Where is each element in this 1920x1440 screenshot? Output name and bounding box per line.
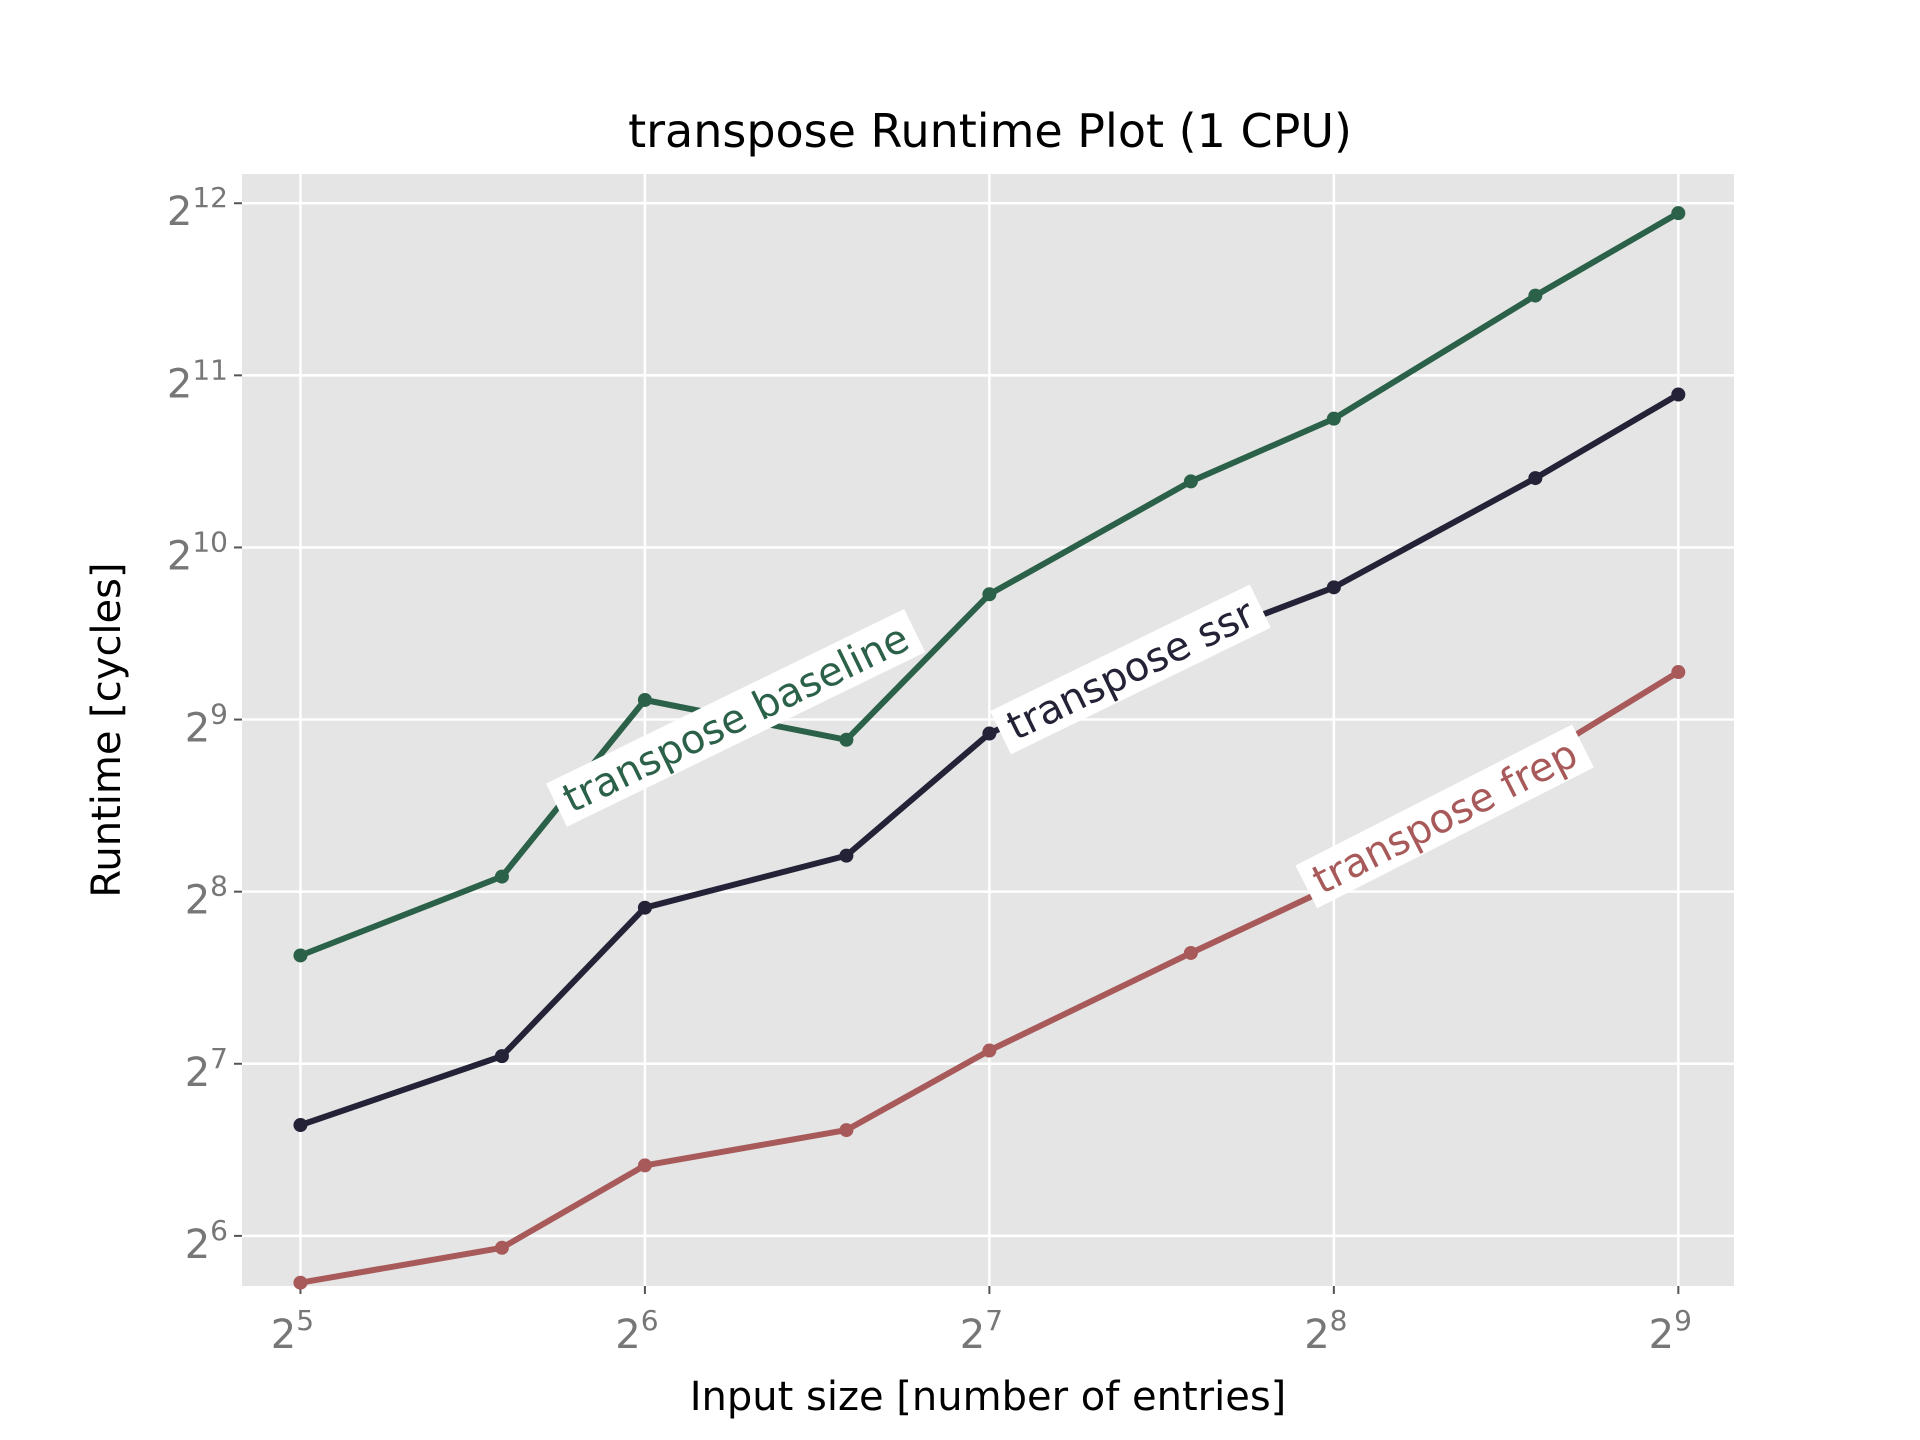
y-tick-label: 29 <box>185 698 228 752</box>
y-tick-label: 211 <box>167 353 228 407</box>
chart-title: transpose Runtime Plot (1 CPU) <box>628 104 1352 158</box>
x-axis-label: Input size [number of entries] <box>690 1374 1287 1420</box>
data-point <box>293 948 308 963</box>
data-point <box>1528 471 1543 486</box>
series-label-background <box>546 609 926 827</box>
data-point <box>1528 288 1543 303</box>
data-point <box>637 692 652 707</box>
data-point <box>494 1240 509 1255</box>
data-point <box>839 1123 854 1138</box>
data-point <box>1326 411 1341 426</box>
data-point <box>1671 387 1686 402</box>
y-axis-label: Runtime [cycles] <box>84 562 130 897</box>
data-point <box>1671 206 1686 221</box>
x-tick-label: 27 <box>960 1304 1003 1358</box>
series-label-background <box>990 584 1271 755</box>
data-point <box>494 869 509 884</box>
x-tick-label: 28 <box>1304 1304 1347 1358</box>
data-point <box>293 1118 308 1133</box>
x-tick-label: 29 <box>1649 1304 1692 1358</box>
data-point <box>982 1043 997 1058</box>
y-tick-label: 212 <box>167 181 228 235</box>
data-point <box>637 900 652 915</box>
data-point <box>1183 474 1198 489</box>
data-point <box>982 587 997 602</box>
data-point <box>293 1275 308 1290</box>
axis-ticks: 25 26 27 28 29 26 27 28 29 210 211 212 <box>167 181 1692 1358</box>
data-point <box>1183 945 1198 960</box>
data-point <box>839 848 854 863</box>
data-point <box>1671 665 1686 680</box>
data-point <box>1326 580 1341 595</box>
data-point <box>494 1049 509 1064</box>
y-tick-label: 26 <box>185 1214 228 1268</box>
y-tick-label: 210 <box>167 525 228 579</box>
data-point <box>839 732 854 747</box>
y-tick-label: 27 <box>185 1042 228 1096</box>
x-tick-label: 26 <box>615 1304 658 1358</box>
data-point <box>982 726 997 741</box>
x-tick-label: 25 <box>271 1304 314 1358</box>
series-label-background <box>1295 724 1594 909</box>
data-point <box>637 1158 652 1173</box>
y-tick-label: 28 <box>185 870 228 924</box>
